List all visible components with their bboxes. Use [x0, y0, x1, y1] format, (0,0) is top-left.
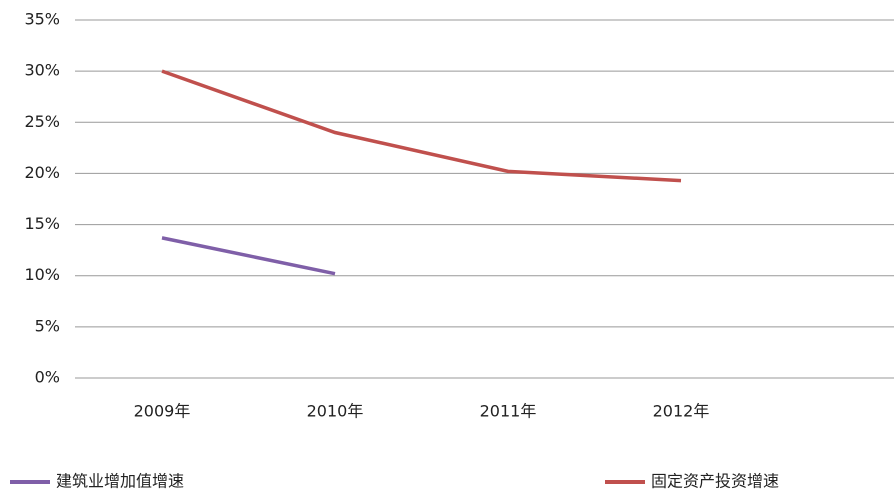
y-tick-label: 25% — [24, 112, 60, 131]
x-tick-label: 2010年 — [307, 402, 364, 421]
x-tick-label: 2012年 — [653, 402, 710, 421]
y-tick-label: 35% — [24, 10, 60, 29]
series-line — [161, 69, 682, 183]
y-tick-label: 15% — [24, 214, 60, 233]
y-tick-label: 30% — [24, 61, 60, 80]
x-tick-label: 2009年 — [134, 402, 191, 421]
y-tick-label: 5% — [35, 316, 60, 335]
y-tick-label: 10% — [24, 265, 60, 284]
y-tick-label: 0% — [35, 368, 60, 387]
x-tick-label: 2011年 — [480, 402, 537, 421]
series-line — [161, 236, 336, 276]
legend-label: 固定资产投资增速 — [651, 472, 779, 491]
legend-label: 建筑业增加值增速 — [56, 472, 184, 491]
y-tick-label: 20% — [24, 163, 60, 182]
